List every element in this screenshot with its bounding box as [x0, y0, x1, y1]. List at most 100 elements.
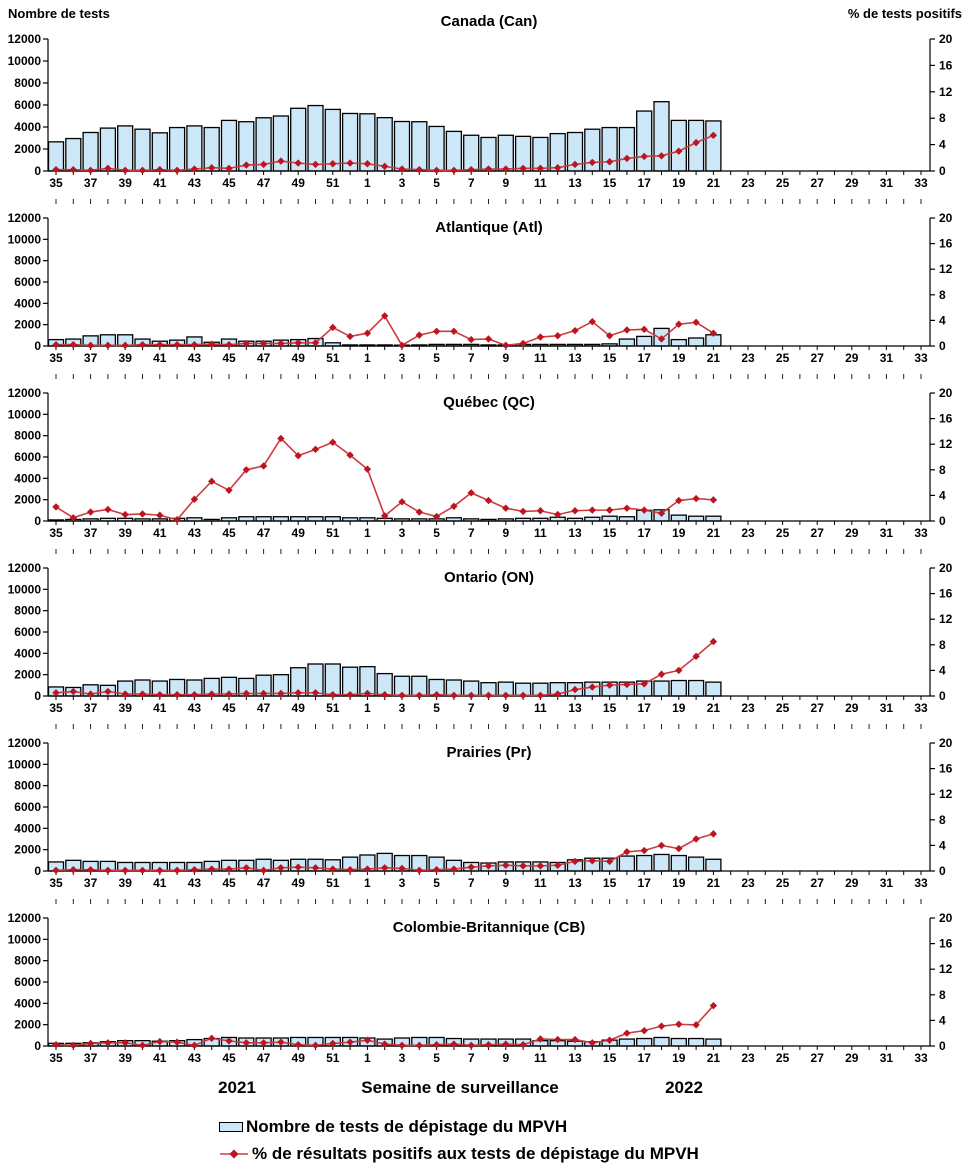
x-axis-tick-label: 45	[222, 176, 236, 190]
diamond-marker	[657, 335, 666, 343]
x-axis-tick-label: 21	[707, 1051, 721, 1065]
diamond-marker	[156, 1037, 164, 1046]
x-axis-tick-label: 37	[84, 176, 98, 190]
right-axis-tick-label: 0	[939, 689, 946, 703]
diamond-marker	[640, 506, 648, 514]
left-axis-tick-label: 6000	[14, 275, 41, 289]
diamond-marker	[311, 160, 320, 169]
diamond-marker	[259, 462, 268, 470]
left-axis-tick-label: 2000	[14, 493, 41, 507]
left-axis-tick-label: 10000	[8, 582, 42, 596]
x-axis-tick-label: 33	[914, 351, 928, 365]
diamond-marker	[588, 683, 596, 691]
left-axis-tick-label: 6000	[14, 450, 41, 464]
x-axis-tick-label: 17	[638, 351, 652, 365]
x-axis-tick-label: 9	[502, 176, 509, 190]
x-axis-tick-label: 33	[914, 876, 928, 890]
diamond-marker	[311, 339, 320, 347]
legend-bar-swatch	[219, 1122, 243, 1132]
x-axis-tick-label: 25	[776, 526, 790, 540]
bar	[601, 515, 618, 522]
diamond-marker	[571, 1035, 579, 1044]
bar	[618, 126, 636, 172]
x-axis-tick-label: 49	[292, 526, 306, 540]
x-axis-tick-label: 23	[741, 351, 755, 365]
diamond-marker	[329, 323, 337, 332]
x-axis-tick-label: 35	[49, 1051, 63, 1065]
x-axis-tick-label: 3	[399, 176, 406, 190]
legend-bar-label: Nombre de tests de dépistage du MPVH	[246, 1117, 568, 1136]
diamond-marker	[692, 138, 700, 147]
right-axis-tick-label: 8	[939, 638, 946, 652]
diamond-marker	[640, 152, 648, 161]
x-axis-tick-label: 45	[222, 351, 236, 365]
diamond-marker	[450, 166, 458, 175]
bar	[687, 679, 705, 697]
inter-panel-tick-row	[55, 549, 922, 554]
diamond-marker	[52, 503, 60, 511]
x-axis-tick-label: 21	[707, 701, 721, 715]
x-axis-tick-label: 17	[638, 176, 652, 190]
diamond-marker	[623, 680, 631, 689]
bar	[117, 125, 134, 172]
tests-bars	[47, 509, 722, 522]
legend-row-pct: % de résultats positifs aux tests de dép…	[219, 1144, 699, 1164]
right-axis-tick-label: 16	[939, 937, 953, 951]
left-axis-tick-label: 2000	[14, 843, 41, 857]
bar	[618, 855, 636, 872]
diamond-marker	[502, 341, 510, 350]
bar	[705, 1038, 722, 1047]
x-axis-tick-label: 35	[49, 351, 63, 365]
left-axis-title: Nombre de tests	[8, 6, 110, 21]
x-axis-title: Semaine de surveillance	[361, 1078, 559, 1097]
diamond-marker	[657, 152, 666, 160]
diamond-marker	[208, 477, 216, 486]
x-axis-tick-label: 25	[776, 701, 790, 715]
year-2021-label: 2021	[218, 1078, 256, 1097]
right-axis-tick-label: 0	[939, 1039, 946, 1053]
tests-bars	[47, 101, 722, 172]
x-axis-tick-label: 11	[534, 176, 547, 190]
left-axis-tick-label: 2000	[14, 318, 41, 332]
diamond-marker	[519, 164, 527, 173]
diamond-marker	[519, 339, 527, 348]
x-axis-tick-label: 27	[811, 176, 825, 190]
diamond-marker	[190, 165, 199, 173]
right-axis-tick-label: 8	[939, 288, 946, 302]
right-axis-tick-label: 20	[939, 211, 953, 225]
diamond-marker	[363, 1036, 372, 1044]
diamond-marker	[311, 1041, 320, 1050]
inter-panel-tick-row	[55, 199, 922, 204]
bar	[653, 1036, 670, 1047]
bar	[186, 125, 203, 172]
x-axis-tick-label: 15	[603, 526, 617, 540]
bar	[393, 120, 411, 172]
x-axis-tick-label: 21	[707, 876, 721, 890]
right-axis-tick-label: 12	[939, 787, 953, 801]
x-axis-tick-label: 1	[364, 701, 371, 715]
x-axis-tick-label: 19	[672, 876, 686, 890]
left-axis-tick-label: 10000	[8, 54, 42, 68]
bar	[670, 514, 687, 522]
left-axis-tick-label: 8000	[14, 604, 41, 618]
diamond-marker	[675, 1020, 683, 1028]
diamond-marker	[519, 507, 527, 516]
year-2022-label: 2022	[665, 1078, 703, 1097]
left-axis-tick-label: 0	[34, 689, 41, 703]
x-axis-tick-label: 15	[603, 1051, 617, 1065]
diamond-marker	[311, 445, 320, 454]
diamond-marker	[398, 864, 406, 873]
left-axis-tick-label: 0	[34, 339, 41, 353]
right-axis-title: % de tests positifs	[847, 6, 962, 21]
panel-canada: Nombre de tests % de tests positifs Cana…	[0, 0, 967, 199]
x-axis-tick-label: 5	[433, 351, 440, 365]
diamond-marker	[86, 166, 95, 175]
bar	[220, 119, 238, 172]
right-axis-tick-label: 8	[939, 463, 946, 477]
left-axis-tick-label: 4000	[14, 996, 41, 1010]
x-axis-tick-label: 39	[119, 176, 133, 190]
